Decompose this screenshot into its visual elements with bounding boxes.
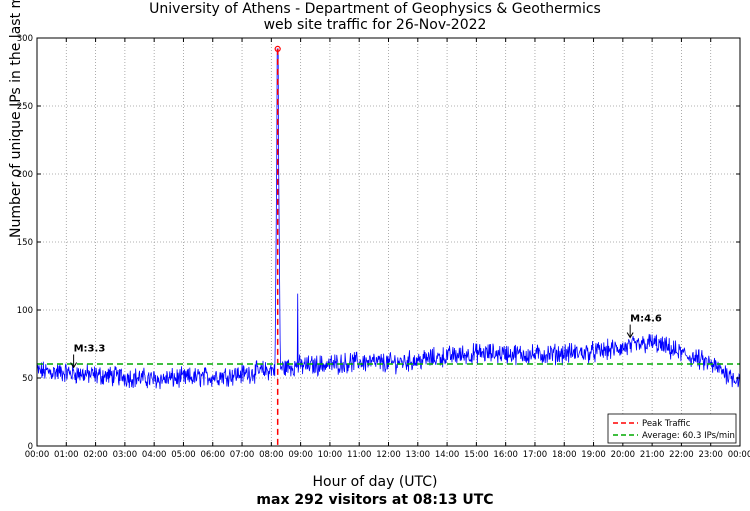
x-tick-label: 08:00 <box>259 450 284 460</box>
y-tick-label: 250 <box>17 102 33 112</box>
x-tick-label: 05:00 <box>171 450 196 460</box>
peak-point <box>274 45 281 52</box>
x-tick-label: 22:00 <box>669 450 694 460</box>
annotation-label-1: M:3.3 <box>74 343 106 354</box>
x-tick-label: 03:00 <box>113 450 138 460</box>
y-tick-label: 100 <box>17 306 33 316</box>
chart-subtitle: web site traffic for 26-Nov-2022 <box>263 17 487 33</box>
x-tick-label: 12:00 <box>376 450 401 460</box>
annotation-label-2: M:4.6 <box>630 314 662 325</box>
x-tick-label: 01:00 <box>54 450 79 460</box>
annotation-arrowhead <box>626 332 634 339</box>
legend-peak-label: Peak Traffic <box>642 419 691 429</box>
traffic-series-line <box>36 48 741 390</box>
y-tick-label: 50 <box>22 374 33 384</box>
x-tick-label: 16:00 <box>493 450 518 460</box>
x-tick-label: 18:00 <box>552 450 577 460</box>
y-tick-label: 0 <box>28 442 33 452</box>
x-tick-label: 10:00 <box>318 450 343 460</box>
x-tick-label: 19:00 <box>581 450 606 460</box>
x-tick-label: 15:00 <box>464 450 489 460</box>
x-tick-label: 20:00 <box>611 450 636 460</box>
y-tick-label: 200 <box>17 170 33 180</box>
x-tick-label: 09:00 <box>288 450 313 460</box>
legend-average-label: Average: 60.3 IPs/min <box>642 431 735 441</box>
x-tick-label: 06:00 <box>201 450 226 460</box>
y-tick-label: 150 <box>17 238 33 248</box>
x-tick-label: 23:00 <box>698 450 723 460</box>
y-tick-label: 300 <box>17 34 33 44</box>
max-visitors-note: max 292 visitors at 08:13 UTC <box>256 492 494 508</box>
annotation-arrowhead <box>70 362 78 369</box>
x-tick-label: 13:00 <box>406 450 431 460</box>
x-tick-label: 04:00 <box>142 450 167 460</box>
chart-title: University of Athens - Department of Geo… <box>149 1 601 17</box>
x-axis-label: Hour of day (UTC) <box>312 474 438 490</box>
x-tick-label: 00:00 <box>728 450 750 460</box>
x-tick-label: 17:00 <box>523 450 548 460</box>
x-tick-label: 07:00 <box>230 450 255 460</box>
legend-box <box>607 413 737 444</box>
x-tick-label: 00:00 <box>25 450 50 460</box>
x-tick-label: 11:00 <box>347 450 372 460</box>
x-tick-label: 14:00 <box>435 450 460 460</box>
x-tick-label: 02:00 <box>83 450 108 460</box>
x-tick-label: 21:00 <box>640 450 665 460</box>
